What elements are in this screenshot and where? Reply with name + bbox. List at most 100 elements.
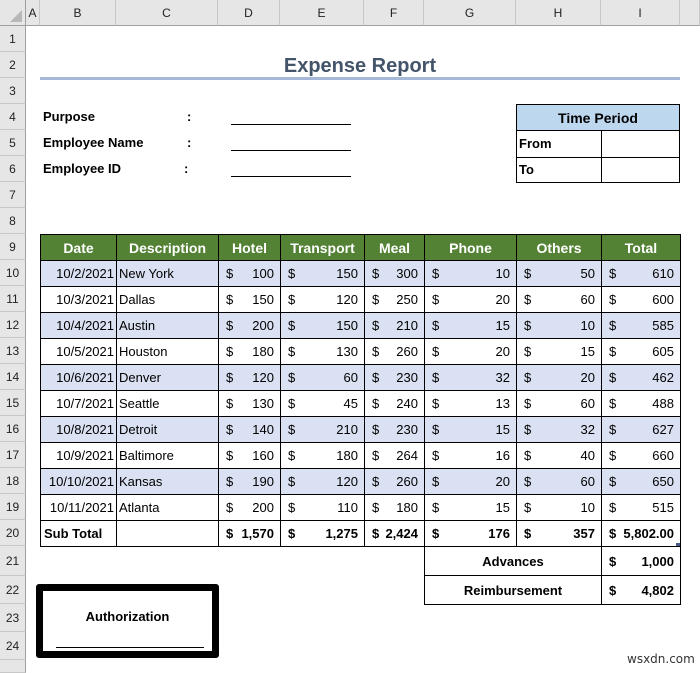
others-cell[interactable]: $32 xyxy=(516,416,602,443)
from-date-cell[interactable] xyxy=(602,131,679,157)
date-cell[interactable]: 10/9/2021 xyxy=(40,442,117,469)
header-date[interactable]: Date xyxy=(40,234,117,261)
reimbursement-value[interactable]: $4,802 xyxy=(601,575,681,605)
others-cell[interactable]: $60 xyxy=(516,286,602,313)
transport-cell[interactable]: $150 xyxy=(280,260,365,287)
row-header-19[interactable]: 19 xyxy=(0,494,26,520)
row-header-2[interactable]: 2 xyxy=(0,52,26,78)
meal-cell[interactable]: $250 xyxy=(364,286,425,313)
header-meal[interactable]: Meal xyxy=(364,234,425,261)
transport-cell[interactable]: $110 xyxy=(280,494,365,521)
description-cell[interactable]: Austin xyxy=(116,312,219,339)
row-header-18[interactable]: 18 xyxy=(0,468,26,494)
column-header-f[interactable]: F xyxy=(364,0,424,26)
meal-cell[interactable]: $240 xyxy=(364,390,425,417)
row-header-16[interactable]: 16 xyxy=(0,416,26,442)
column-header-b[interactable]: B xyxy=(40,0,116,26)
subtotal-label[interactable]: Sub Total xyxy=(40,520,117,547)
column-header-a[interactable]: A xyxy=(26,0,40,26)
to-date-cell[interactable] xyxy=(602,157,679,183)
description-cell[interactable]: Houston xyxy=(116,338,219,365)
description-cell[interactable]: Dallas xyxy=(116,286,219,313)
column-header-i[interactable]: I xyxy=(601,0,680,26)
date-cell[interactable]: 10/6/2021 xyxy=(40,364,117,391)
description-cell[interactable]: Atlanta xyxy=(116,494,219,521)
hotel-cell[interactable]: $160 xyxy=(218,442,281,469)
row-header-22[interactable]: 22 xyxy=(0,576,26,604)
description-cell[interactable]: Denver xyxy=(116,364,219,391)
hotel-cell[interactable]: $190 xyxy=(218,468,281,495)
hotel-cell[interactable]: $200 xyxy=(218,312,281,339)
row-header-5[interactable]: 5 xyxy=(0,130,26,156)
row-header-15[interactable]: 15 xyxy=(0,390,26,416)
meal-cell[interactable]: $264 xyxy=(364,442,425,469)
total-cell[interactable]: $605 xyxy=(601,338,681,365)
row-header-12[interactable]: 12 xyxy=(0,312,26,338)
hotel-cell[interactable]: $130 xyxy=(218,390,281,417)
authorization-box[interactable]: Authorization xyxy=(36,584,219,658)
advances-label[interactable]: Advances xyxy=(424,546,602,576)
employee-name-field[interactable] xyxy=(231,150,351,151)
row-header-14[interactable]: 14 xyxy=(0,364,26,390)
meal-cell[interactable]: $260 xyxy=(364,338,425,365)
row-header-24[interactable]: 24 xyxy=(0,632,26,660)
phone-cell[interactable]: $16 xyxy=(424,442,517,469)
subtotal-phone[interactable]: $176 xyxy=(424,520,517,547)
total-cell[interactable]: $660 xyxy=(601,442,681,469)
phone-cell[interactable]: $13 xyxy=(424,390,517,417)
others-cell[interactable]: $50 xyxy=(516,260,602,287)
row-header-23[interactable]: 23 xyxy=(0,604,26,632)
row-header-20[interactable]: 20 xyxy=(0,520,26,546)
others-cell[interactable]: $60 xyxy=(516,468,602,495)
transport-cell[interactable]: $210 xyxy=(280,416,365,443)
phone-cell[interactable]: $15 xyxy=(424,416,517,443)
meal-cell[interactable]: $180 xyxy=(364,494,425,521)
transport-cell[interactable]: $120 xyxy=(280,468,365,495)
reimbursement-label[interactable]: Reimbursement xyxy=(424,575,602,605)
column-header-c[interactable]: C xyxy=(116,0,218,26)
row-header-1[interactable]: 1 xyxy=(0,26,26,52)
row-header-7[interactable]: 7 xyxy=(0,182,26,208)
description-cell[interactable]: Detroit xyxy=(116,416,219,443)
row-header-3[interactable]: 3 xyxy=(0,78,26,104)
total-cell[interactable]: $488 xyxy=(601,390,681,417)
description-cell[interactable]: Kansas xyxy=(116,468,219,495)
row-header-4[interactable]: 4 xyxy=(0,104,26,130)
phone-cell[interactable]: $20 xyxy=(424,338,517,365)
transport-cell[interactable]: $180 xyxy=(280,442,365,469)
description-cell[interactable]: New York xyxy=(116,260,219,287)
meal-cell[interactable]: $230 xyxy=(364,364,425,391)
row-header-17[interactable]: 17 xyxy=(0,442,26,468)
date-cell[interactable]: 10/7/2021 xyxy=(40,390,117,417)
date-cell[interactable]: 10/2/2021 xyxy=(40,260,117,287)
hotel-cell[interactable]: $200 xyxy=(218,494,281,521)
description-cell[interactable]: Seattle xyxy=(116,390,219,417)
meal-cell[interactable]: $260 xyxy=(364,468,425,495)
header-total[interactable]: Total xyxy=(601,234,681,261)
date-cell[interactable]: 10/5/2021 xyxy=(40,338,117,365)
subtotal-others[interactable]: $357 xyxy=(516,520,602,547)
hotel-cell[interactable]: $120 xyxy=(218,364,281,391)
header-phone[interactable]: Phone xyxy=(424,234,517,261)
others-cell[interactable]: $60 xyxy=(516,390,602,417)
subtotal-transport[interactable]: $1,275 xyxy=(280,520,365,547)
phone-cell[interactable]: $20 xyxy=(424,468,517,495)
date-cell[interactable]: 10/8/2021 xyxy=(40,416,117,443)
header-hotel[interactable]: Hotel xyxy=(218,234,281,261)
subtotal-total[interactable]: $5,802.00 xyxy=(601,520,681,547)
column-header-e[interactable]: E xyxy=(280,0,364,26)
total-cell[interactable]: $600 xyxy=(601,286,681,313)
phone-cell[interactable]: $10 xyxy=(424,260,517,287)
fill-handle[interactable] xyxy=(676,543,680,547)
hotel-cell[interactable]: $150 xyxy=(218,286,281,313)
row-header-10[interactable]: 10 xyxy=(0,260,26,286)
total-cell[interactable]: $515 xyxy=(601,494,681,521)
header-others[interactable]: Others xyxy=(516,234,602,261)
phone-cell[interactable]: $20 xyxy=(424,286,517,313)
description-cell[interactable]: Baltimore xyxy=(116,442,219,469)
others-cell[interactable]: $10 xyxy=(516,494,602,521)
date-cell[interactable]: 10/11/2021 xyxy=(40,494,117,521)
hotel-cell[interactable]: $140 xyxy=(218,416,281,443)
transport-cell[interactable]: $130 xyxy=(280,338,365,365)
total-cell[interactable]: $650 xyxy=(601,468,681,495)
